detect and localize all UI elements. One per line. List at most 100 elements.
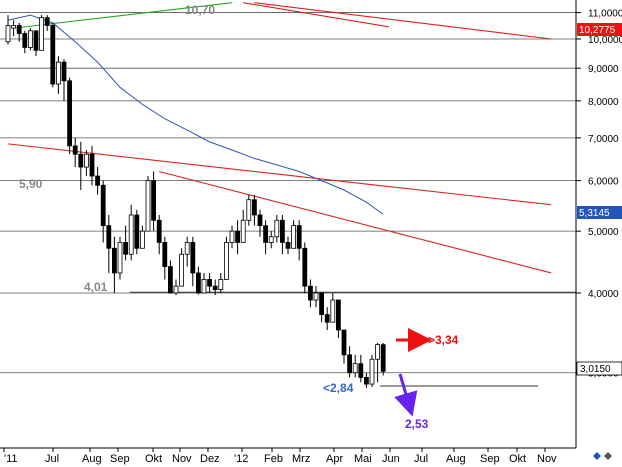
trendline [7,143,552,206]
candle-body [218,279,224,290]
candles [5,15,386,388]
y-tick-label: 11,0000 [588,9,622,20]
y-axis: 11,0000 10,0000 9,0000 8,0000 7,0000 6,0000 5,… [576,9,622,380]
candle-body [72,145,78,155]
candle-body [112,247,117,274]
candle-body [173,285,179,294]
candle-body [380,344,386,372]
candle-body [341,329,347,356]
candle-body [375,344,381,360]
candle-body [240,219,246,243]
last-value-red-box: 10,2775 [577,23,622,36]
trendlines [7,2,552,274]
x-tick-label: Aug [446,453,466,465]
candle-body [190,242,196,274]
candle-body [84,153,89,168]
x-tick-label: Okt [509,453,526,465]
candle-body [78,153,84,168]
candle-body [44,17,50,26]
candle-body [235,230,241,243]
candle-body [162,242,168,267]
candle-body [117,242,123,274]
trendline [254,2,552,40]
y-tick-label: 9,0000 [588,64,619,75]
x-tick-label: Feb [264,453,283,465]
y-tick-label: 6,0000 [588,177,619,188]
candle-body [67,80,72,147]
y-tick-label: 4,0000 [588,289,619,300]
trendline [159,170,552,274]
x-tick-label: Aug [82,453,102,465]
x-tick-label: Nov [172,453,192,465]
candle-body [156,219,162,243]
candle-body [257,214,263,227]
y-tick-label: 10,0000 [588,35,622,46]
moving-average [7,14,384,215]
candle-body [251,199,257,216]
candle-body [179,253,185,287]
candle-body [123,242,128,255]
current-value-box: 3,0150 [576,361,622,376]
candle-body [89,153,95,177]
candle-body [223,242,229,280]
x-tick-label: Jul [45,453,59,465]
candle-body [212,285,218,290]
candle-body [139,230,145,249]
candle-body [307,285,313,301]
last-value-red-text: 10,2775 [579,25,616,36]
candle-body [61,61,67,82]
x-tick-label: '12 [234,453,248,465]
candle-body [207,279,213,287]
candle-body [274,219,280,238]
support-label: <2,84 [323,381,354,395]
up-target-label: ->3,34 [424,333,459,347]
x-tick-label: Sep [480,453,500,465]
x-tick-label: '11 [4,453,18,465]
candle-body [369,358,375,385]
level-label-401: 4,01 [84,280,108,294]
current-value-text: 3,0150 [580,364,611,375]
candle-body [313,292,319,301]
x-tick-label: Dez [200,453,220,465]
level-label-590: 5,90 [19,177,43,191]
candle-body [263,225,269,243]
plot-background [0,0,576,448]
candle-body [347,354,353,374]
candle-body [145,180,151,232]
x-tick-label: Sep [110,453,130,465]
candle-body [22,33,28,48]
x-tick-label: Jul [414,453,428,465]
candle-body [302,247,308,287]
logo-mark-icon [590,449,618,463]
candle-body [285,242,291,249]
y-tick-label: 7,0000 [588,134,619,145]
candle-body [95,175,100,186]
ma-line [7,14,384,215]
last-value-blue-text: 5,3145 [579,208,610,219]
candle-body [56,61,61,85]
x-axis: '11 Jul Aug Sep Okt Nov Dez '12 Feb Mrz Apr Mai Jun J… [3,448,557,465]
x-tick-label: Mrz [292,453,310,465]
y-tick-label: 5,0000 [588,227,619,238]
candle-body [296,225,302,249]
candle-body [352,363,358,374]
candle-body [134,214,140,249]
x-tick-label: Mai [354,453,372,465]
candle-body [268,236,274,243]
last-value-blue-box: 5,3145 [577,206,622,219]
candle-body [128,214,134,255]
candle-body [201,279,207,294]
x-tick-label: Okt [145,453,162,465]
candle-body [11,25,17,29]
candle-body [324,314,330,323]
candle-body [330,299,336,323]
candle-body [246,199,252,221]
candle-body [195,272,201,294]
candle-body [184,242,190,255]
candle-body [279,219,285,243]
y-tick-label: 8,0000 [588,97,619,108]
trendline [243,2,389,28]
candle-body [335,299,341,331]
candle-body [50,25,56,85]
